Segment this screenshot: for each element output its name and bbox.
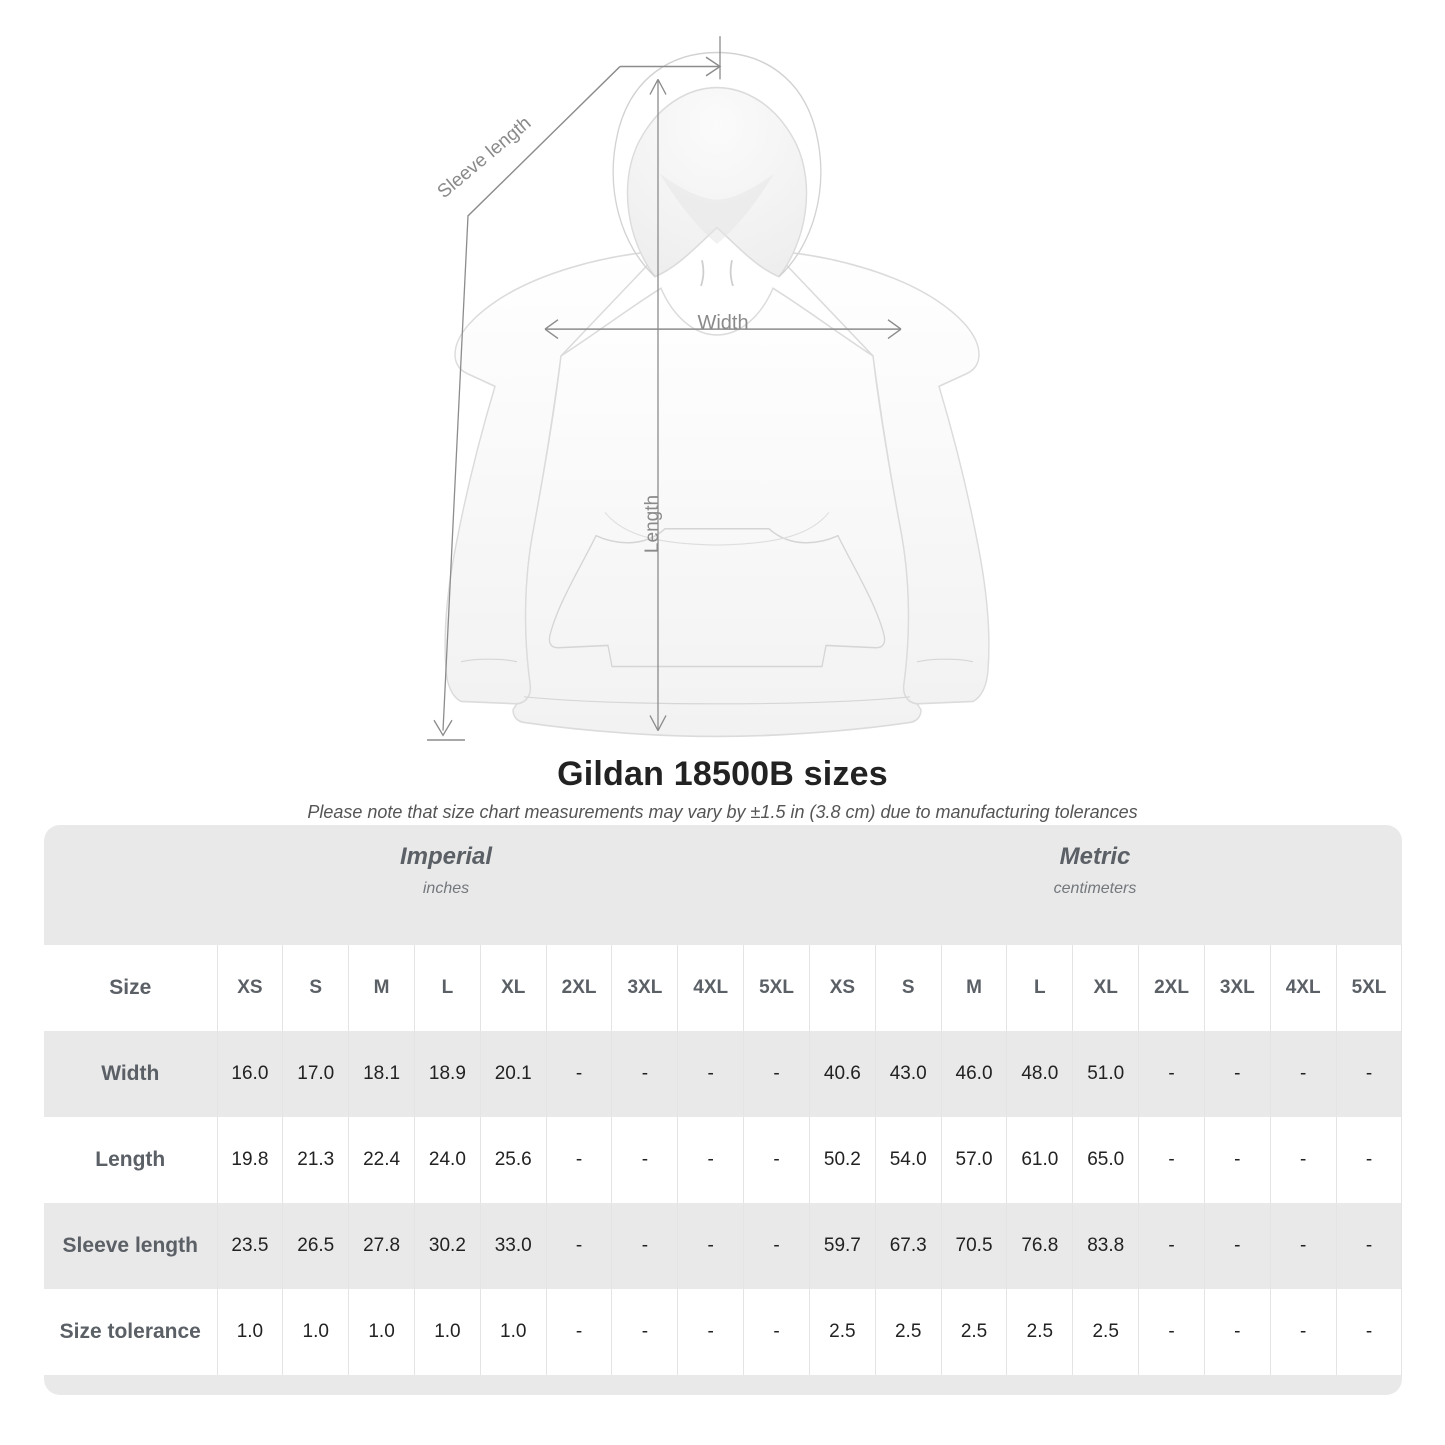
svg-text:Sleeve length: Sleeve length bbox=[434, 113, 536, 203]
svg-text:Length: Length bbox=[642, 495, 663, 553]
svg-text:Width: Width bbox=[697, 312, 748, 334]
